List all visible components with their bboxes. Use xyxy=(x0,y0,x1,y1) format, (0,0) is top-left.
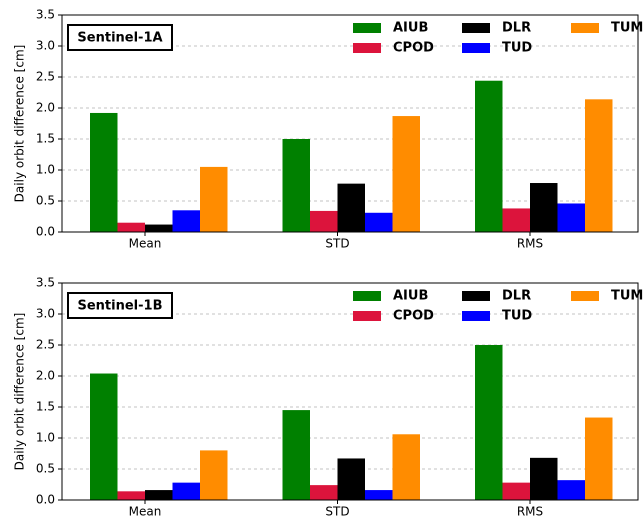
bar xyxy=(145,490,173,500)
legend-label: TUD xyxy=(502,309,532,324)
bar xyxy=(117,491,145,500)
plot-frame xyxy=(61,282,639,501)
chart: 0.0 0.5 1.0 1.5 2.0 2.5 3.0 3.5 Daily orbit diff… xyxy=(13,8,643,251)
y-tick-label: 3.5 xyxy=(36,276,55,290)
y-tick-label: 1.0 xyxy=(36,163,55,177)
bar xyxy=(475,80,503,232)
y-tick-label: 0.0 xyxy=(36,493,55,507)
bar xyxy=(90,373,118,500)
bar xyxy=(90,112,118,232)
bar xyxy=(172,482,200,500)
bar xyxy=(502,482,530,500)
chart: 0.0 0.5 1.0 1.5 2.0 2.5 3.0 3.5 Daily orbit diff… xyxy=(13,276,643,518)
annotation-box xyxy=(67,24,173,51)
y-tick-label: 3.5 xyxy=(36,8,55,22)
bar xyxy=(337,458,365,500)
legend-label: TUM xyxy=(611,21,643,36)
bar xyxy=(117,222,145,232)
bar xyxy=(502,208,530,232)
plot-frame xyxy=(61,14,639,233)
bar xyxy=(200,166,228,232)
x-tick-label: RMS xyxy=(517,505,543,518)
y-tick-label: 3.0 xyxy=(36,39,55,53)
x-tick-label: Mean xyxy=(129,505,162,518)
bar xyxy=(475,345,503,500)
annotation-box xyxy=(67,292,173,319)
legend-swatch xyxy=(462,43,490,53)
bar xyxy=(530,457,558,500)
legend-swatch xyxy=(462,311,490,321)
bar xyxy=(172,210,200,232)
legend-label: TUM xyxy=(611,289,643,304)
annotation: Sentinel-1A xyxy=(77,31,162,46)
bar xyxy=(310,210,338,232)
annotation: Sentinel-1B xyxy=(78,299,163,314)
y-tick-label: 2.5 xyxy=(36,70,55,84)
x-tick-label: STD xyxy=(325,237,349,251)
bar xyxy=(282,410,310,500)
legend-swatch xyxy=(571,291,599,301)
bar xyxy=(530,183,558,232)
y-tick-label: 2.0 xyxy=(36,101,55,115)
legend-swatch xyxy=(353,23,381,33)
bar xyxy=(282,139,310,232)
bar xyxy=(392,434,420,500)
legend-label: DLR xyxy=(502,21,531,36)
legend-label: DLR xyxy=(502,289,531,304)
x-tick-label: RMS xyxy=(517,237,543,251)
y-tick-label: 2.5 xyxy=(36,338,55,352)
bar xyxy=(392,116,420,232)
bar xyxy=(310,485,338,500)
bar xyxy=(145,224,173,232)
bar xyxy=(557,203,585,232)
legend-swatch xyxy=(571,23,599,33)
bar xyxy=(585,417,613,500)
legend-swatch xyxy=(462,291,490,301)
x-tick-label: Mean xyxy=(129,237,162,251)
legend-swatch xyxy=(353,291,381,301)
legend-label: TUD xyxy=(502,41,532,56)
y-tick-label: 3.0 xyxy=(36,307,55,321)
legend-label: CPOD xyxy=(393,309,434,324)
bar xyxy=(365,490,393,500)
legend-label: AIUB xyxy=(393,21,428,36)
y-tick-label: 0.5 xyxy=(36,194,55,208)
y-tick-label: 0.5 xyxy=(36,462,55,476)
bar xyxy=(337,183,365,232)
legend-swatch xyxy=(462,23,490,33)
bar xyxy=(557,480,585,500)
bar xyxy=(365,212,393,232)
y-axis-label: Daily orbit difference [cm] xyxy=(13,313,27,471)
y-tick-label: 0.0 xyxy=(36,225,55,239)
legend-label: CPOD xyxy=(393,41,434,56)
bar xyxy=(200,450,228,500)
legend-swatch xyxy=(353,43,381,53)
y-tick-label: 1.0 xyxy=(36,431,55,445)
y-tick-label: 1.5 xyxy=(36,132,55,146)
legend-label: AIUB xyxy=(393,289,428,304)
y-tick-label: 1.5 xyxy=(36,400,55,414)
bar xyxy=(585,99,613,232)
y-tick-label: 2.0 xyxy=(36,369,55,383)
x-tick-label: STD xyxy=(325,505,349,518)
y-axis-label: Daily orbit difference [cm] xyxy=(13,45,27,203)
legend-swatch xyxy=(353,311,381,321)
